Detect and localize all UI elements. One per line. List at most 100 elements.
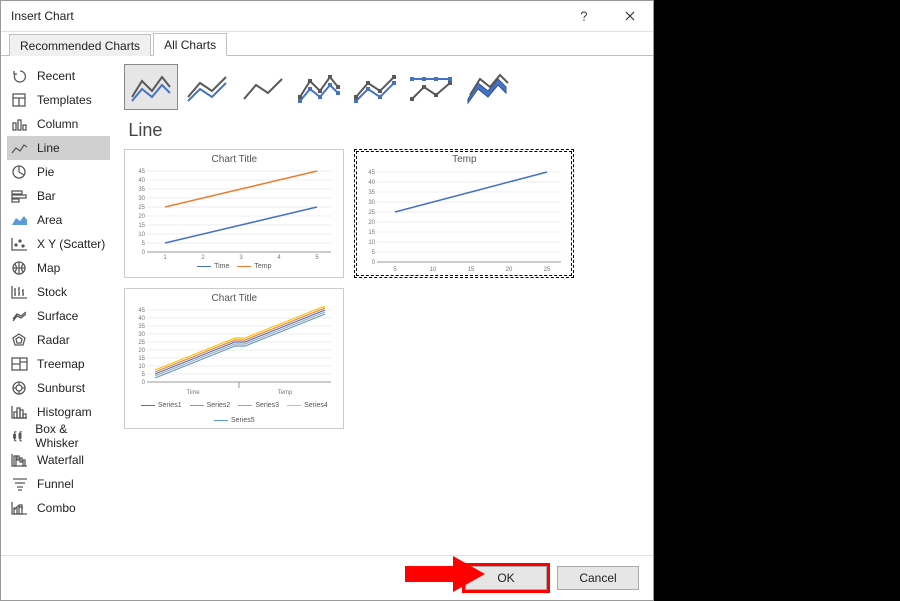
category-column[interactable]: Column bbox=[7, 112, 110, 136]
preview-grid: Chart Title 051015202530354045 12345 bbox=[124, 149, 641, 429]
sunburst-icon bbox=[11, 381, 29, 395]
svg-text:35: 35 bbox=[139, 187, 146, 193]
category-label: Sunburst bbox=[37, 381, 85, 395]
cancel-button[interactable]: Cancel bbox=[557, 566, 639, 590]
subtype-line-markers[interactable] bbox=[292, 64, 346, 110]
category-surface[interactable]: Surface bbox=[7, 304, 110, 328]
templates-icon bbox=[11, 93, 29, 107]
category-label: Recent bbox=[37, 69, 75, 83]
category-label: Area bbox=[37, 213, 62, 227]
close-button[interactable] bbox=[607, 1, 653, 31]
chart-type-heading: Line bbox=[128, 120, 641, 141]
subtype-100-stacked-line[interactable] bbox=[236, 64, 290, 110]
category-recent[interactable]: Recent bbox=[7, 64, 110, 88]
category-label: Box & Whisker bbox=[35, 422, 106, 450]
preview-title: Chart Title bbox=[131, 154, 337, 165]
svg-text:0: 0 bbox=[372, 260, 376, 266]
svg-text:10: 10 bbox=[369, 240, 376, 246]
dialog-footer: OK Cancel bbox=[1, 555, 653, 600]
map-icon bbox=[11, 261, 29, 275]
svg-text:15: 15 bbox=[468, 267, 475, 273]
category-area[interactable]: Area bbox=[7, 208, 110, 232]
chart-preview-2[interactable]: Chart Title 051015202530354045 TimeTemp bbox=[124, 288, 344, 429]
category-treemap[interactable]: Treemap bbox=[7, 352, 110, 376]
category-map[interactable]: Map bbox=[7, 256, 110, 280]
treemap-icon bbox=[11, 357, 29, 371]
svg-text:30: 30 bbox=[139, 332, 146, 338]
svg-text:45: 45 bbox=[139, 169, 146, 175]
chart-preview-0[interactable]: Chart Title 051015202530354045 12345 bbox=[124, 149, 344, 278]
subtype-stacked-line[interactable] bbox=[180, 64, 234, 110]
category-label: Bar bbox=[37, 189, 56, 203]
category-label: Waterfall bbox=[37, 453, 84, 467]
svg-text:15: 15 bbox=[139, 223, 146, 229]
titlebar: Insert Chart bbox=[1, 1, 653, 32]
surface-icon bbox=[11, 309, 29, 323]
category-histogram[interactable]: Histogram bbox=[7, 400, 110, 424]
box-whisker-icon bbox=[11, 429, 27, 443]
preview-title: Temp bbox=[361, 154, 567, 165]
svg-text:25: 25 bbox=[544, 267, 551, 273]
category-radar[interactable]: Radar bbox=[7, 328, 110, 352]
area-icon bbox=[11, 213, 29, 227]
category-stock[interactable]: Stock bbox=[7, 280, 110, 304]
svg-text:25: 25 bbox=[139, 205, 146, 211]
category-label: Map bbox=[37, 261, 60, 275]
ok-button[interactable]: OK bbox=[465, 566, 547, 590]
column-icon bbox=[11, 117, 29, 131]
line-chart: 051015202530354045 12345 bbox=[131, 167, 337, 261]
tab-recommended-charts[interactable]: Recommended Charts bbox=[9, 34, 151, 56]
category-label: Histogram bbox=[37, 405, 92, 419]
svg-text:10: 10 bbox=[139, 232, 146, 238]
svg-text:10: 10 bbox=[430, 267, 437, 273]
category-label: X Y (Scatter) bbox=[37, 237, 105, 251]
svg-text:20: 20 bbox=[139, 348, 146, 354]
scatter-icon bbox=[11, 237, 29, 251]
category-waterfall[interactable]: Waterfall bbox=[7, 448, 110, 472]
subtype-line[interactable] bbox=[124, 64, 178, 110]
category-label: Stock bbox=[37, 285, 67, 299]
svg-text:0: 0 bbox=[142, 250, 146, 256]
help-button[interactable] bbox=[561, 1, 607, 31]
category-xy-scatter[interactable]: X Y (Scatter) bbox=[7, 232, 110, 256]
category-label: Funnel bbox=[37, 477, 74, 491]
svg-text:25: 25 bbox=[139, 340, 146, 346]
subtype-100-stacked-line-markers[interactable] bbox=[404, 64, 458, 110]
category-label: Column bbox=[37, 117, 78, 131]
svg-text:40: 40 bbox=[369, 180, 376, 186]
radar-icon bbox=[11, 333, 29, 347]
svg-text:20: 20 bbox=[506, 267, 513, 273]
category-label: Pie bbox=[37, 165, 54, 179]
subtype-stacked-line-markers[interactable] bbox=[348, 64, 402, 110]
funnel-icon bbox=[11, 477, 29, 491]
preview-legend: Series1 Series2 Series3 Series4 Series5 bbox=[131, 400, 337, 426]
category-label: Radar bbox=[37, 333, 70, 347]
svg-text:15: 15 bbox=[139, 356, 146, 362]
category-label: Combo bbox=[37, 501, 76, 515]
category-funnel[interactable]: Funnel bbox=[7, 472, 110, 496]
category-pie[interactable]: Pie bbox=[7, 160, 110, 184]
svg-text:15: 15 bbox=[369, 230, 376, 236]
waterfall-icon bbox=[11, 453, 29, 467]
category-label: Surface bbox=[37, 309, 78, 323]
dialog-title: Insert Chart bbox=[11, 9, 74, 23]
svg-text:Temp: Temp bbox=[278, 390, 293, 396]
category-sunburst[interactable]: Sunburst bbox=[7, 376, 110, 400]
line-chart: 051015202530354045 510152025 bbox=[361, 167, 567, 275]
category-box-whisker[interactable]: Box & Whisker bbox=[7, 424, 110, 448]
category-combo[interactable]: Combo bbox=[7, 496, 110, 520]
subtype-3d-line[interactable] bbox=[460, 64, 514, 110]
category-templates[interactable]: Templates bbox=[7, 88, 110, 112]
svg-text:45: 45 bbox=[369, 170, 376, 176]
chart-subtype-panel: Line Chart Title 0 5 10 15 20 25 30 35 40 45 bbox=[116, 56, 653, 555]
stock-icon bbox=[11, 285, 29, 299]
svg-text:35: 35 bbox=[369, 190, 376, 196]
category-line[interactable]: Line bbox=[7, 136, 110, 160]
svg-text:5: 5 bbox=[142, 372, 146, 378]
combo-icon bbox=[11, 501, 29, 515]
tab-all-charts[interactable]: All Charts bbox=[153, 33, 227, 56]
chart-preview-1[interactable]: Temp 051015202530354045 510152025 bbox=[354, 149, 574, 278]
svg-text:20: 20 bbox=[139, 214, 146, 220]
category-bar[interactable]: Bar bbox=[7, 184, 110, 208]
svg-text:45: 45 bbox=[139, 308, 146, 314]
